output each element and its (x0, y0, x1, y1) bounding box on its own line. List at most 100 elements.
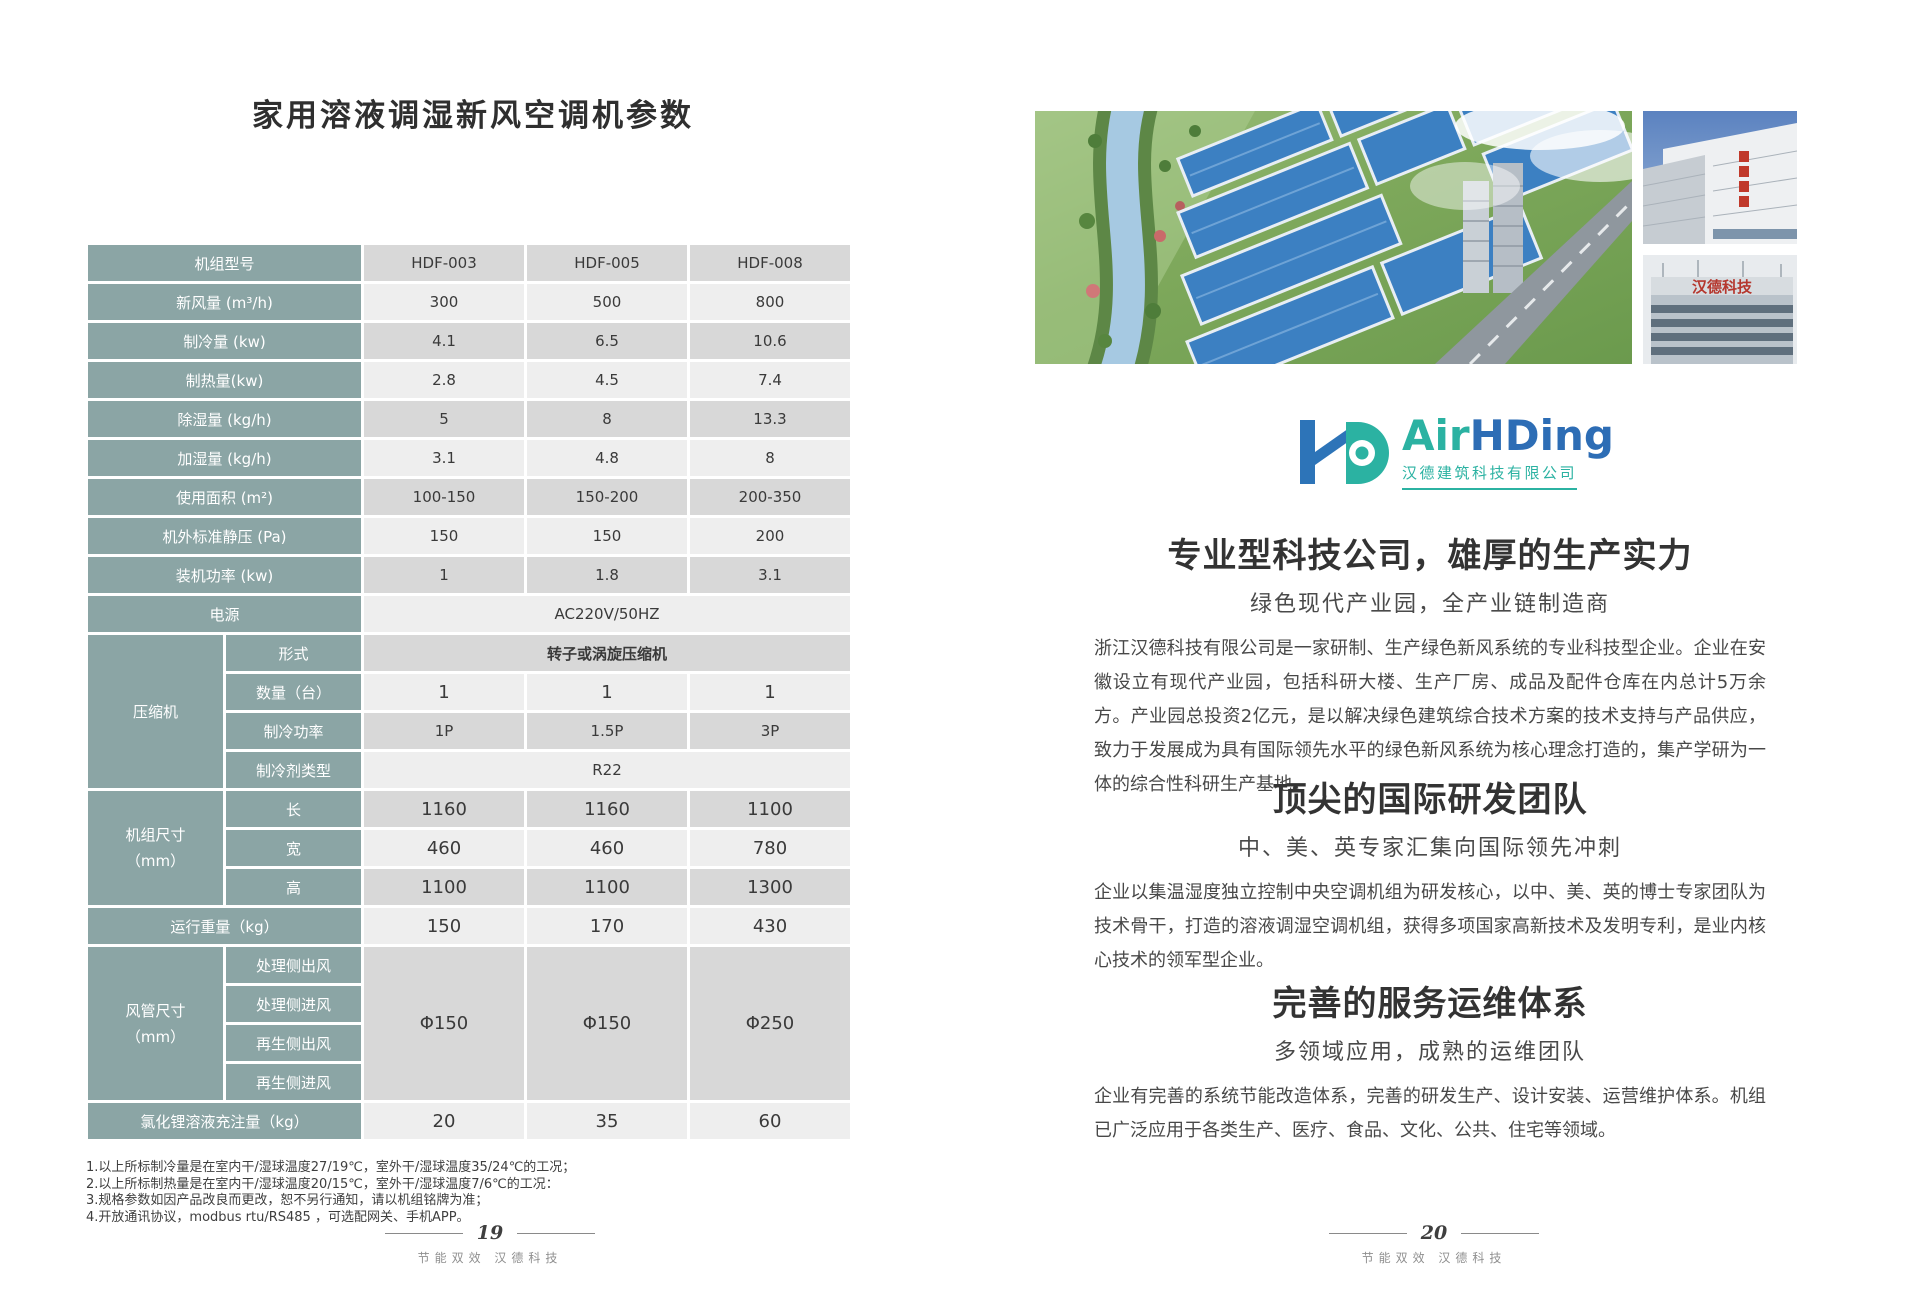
brand-name: AirHDing (1402, 414, 1614, 458)
cell-value: 4.5 (527, 362, 687, 398)
cell-value: 1 (527, 674, 687, 710)
cell-value: 170 (527, 908, 687, 944)
table-row: 宽 460 460 780 (88, 830, 850, 866)
row-label: 数量（台） (226, 674, 361, 710)
row-label: 制热量(kw) (88, 362, 361, 398)
factory-building-illustration (1643, 111, 1797, 244)
cell-value: 1.8 (527, 557, 687, 593)
cell-value: 200-350 (690, 479, 850, 515)
factory-building-image (1643, 111, 1797, 244)
table-row: 风管尺寸 （mm） 处理侧出风 Φ150 Φ150 Φ250 (88, 947, 850, 1100)
section-subheading: 绿色现代产业园，全产业链制造商 (1249, 592, 1610, 617)
table-row: 高 1100 1100 1300 (88, 869, 850, 905)
section-heading: 顶尖的国际研发团队 (1272, 780, 1588, 820)
table-row: 机组尺寸 （mm）长 1160 1160 1100 (88, 791, 850, 905)
table-row: 装机功率 (kw) 1 1.8 3.1 (88, 557, 850, 593)
table-row: 氯化锂溶液充注量（kg） 20 35 60 (88, 1103, 850, 1139)
footnotes: 1.以上所标制冷量是在室内干/湿球温度27/19℃，室外干/湿球温度35/24℃… (86, 1160, 666, 1226)
table-row: 机组型号 HDF-003 HDF-005 HDF-008 (88, 245, 850, 281)
cell-value: R22 (364, 752, 850, 788)
row-group-label: 机组尺寸 （mm） (88, 791, 223, 905)
cell-value: 7.4 (690, 362, 850, 398)
cell-value: 20 (364, 1103, 524, 1139)
cell-value: 4.1 (364, 323, 524, 359)
row-label: 电源 (88, 596, 361, 632)
table-row: 制冷剂类型 R22 (88, 752, 850, 788)
section-heading: 完善的服务运维体系 (1272, 984, 1588, 1024)
cell-value: 1.5P (527, 713, 687, 749)
cell-value: 1160 (527, 791, 687, 827)
table-row: 再生侧出风 (88, 1025, 850, 1061)
industrial-park-aerial-image (1035, 111, 1632, 364)
page-title: 家用溶液调湿新风空调机参数 (252, 98, 694, 134)
section-service-system: 完善的服务运维体系 多领域应用，成熟的运维团队 企业有完善的系统节能改造体系，完… (1094, 976, 1766, 1148)
cell-value: 800 (690, 284, 850, 320)
road (1435, 181, 1632, 364)
cell-value: 1100 (690, 791, 850, 827)
aerial-illustration (1035, 111, 1632, 364)
office-building-illustration: 汉德科技 (1643, 255, 1797, 364)
row-label: 制冷剂类型 (226, 752, 361, 788)
hd-monogram-icon (1300, 420, 1389, 484)
cell-value: 1 (364, 557, 524, 593)
row-label: 氯化锂溶液充注量（kg） (88, 1103, 361, 1139)
row-label: 使用面积 (m²) (88, 479, 361, 515)
cell-value: 2.8 (364, 362, 524, 398)
cell-value: HDF-005 (527, 245, 687, 281)
cell-value: HDF-008 (690, 245, 850, 281)
cell-value: 10.6 (690, 323, 850, 359)
row-group-label: 风管尺寸 （mm） (88, 947, 223, 1100)
section-subheading: 多领域应用，成熟的运维团队 (1273, 1040, 1586, 1065)
cell-value: 13.3 (690, 401, 850, 437)
cell-value: 35 (527, 1103, 687, 1139)
cell-value: Φ250 (690, 947, 850, 1100)
cell-value: 1300 (690, 869, 850, 905)
table-row: 使用面积 (m²) 100-150 150-200 200-350 (88, 479, 850, 515)
cell-value: 1P (364, 713, 524, 749)
row-group-label: 压缩机 (88, 635, 223, 788)
row-label: 加湿量 (kg/h) (88, 440, 361, 476)
row-label: 机组型号 (88, 245, 361, 281)
row-label: 机外标准静压 (Pa) (88, 518, 361, 554)
table-row: 处理侧进风 (88, 986, 850, 1022)
row-label: 制冷量 (kw) (88, 323, 361, 359)
cell-value: 1100 (527, 869, 687, 905)
footer-tagline: 节能双效 汉德科技 (1361, 1251, 1507, 1265)
cell-value: Φ150 (364, 947, 524, 1100)
footer-rule-right (1461, 1232, 1540, 1234)
table-row: 机外标准静压 (Pa) 150 150 200 (88, 518, 850, 554)
section-body: 企业有完善的系统节能改造体系，完善的研发生产、设计安装、运营维护体系。机组已广泛… (1094, 1086, 1766, 1141)
row-label: 运行重量（kg） (88, 908, 361, 944)
row-label: 形式 (226, 635, 361, 671)
cell-value: 转子或涡旋压缩机 (364, 635, 850, 671)
row-label: 长 (226, 791, 361, 827)
company-logo: AirHDing 汉德建筑科技有限公司 (1288, 406, 1614, 498)
company-name: 汉德建筑科技有限公司 (1402, 462, 1578, 490)
footer-rule-left (384, 1232, 463, 1234)
table-row: 运行重量（kg） 150 170 430 (88, 908, 850, 944)
cell-value: 150-200 (527, 479, 687, 515)
row-label: 再生侧进风 (226, 1064, 361, 1100)
rooftop-sign-text: 汉德科技 (1692, 278, 1753, 296)
cell-value: 8 (527, 401, 687, 437)
cell-value: 1160 (364, 791, 524, 827)
cell-value: 1 (364, 674, 524, 710)
section-production-strength: 专业型科技公司，雄厚的生产实力 绿色现代产业园，全产业链制造商 浙江汉德科技有限… (1094, 528, 1766, 802)
brand-hding: HDing (1469, 411, 1614, 460)
row-label: 处理侧出风 (226, 947, 361, 983)
page-number: 19 (476, 1222, 504, 1244)
cell-value: 60 (690, 1103, 850, 1139)
page-footer-right: 20 节能双效 汉德科技 (1274, 1222, 1594, 1266)
table-row: 除湿量 (kg/h) 5 8 13.3 (88, 401, 850, 437)
trees (1079, 125, 1225, 348)
cell-value: 500 (527, 284, 687, 320)
footer-rule-right (517, 1232, 596, 1234)
cell-value: 200 (690, 518, 850, 554)
cell-value: AC220V/50HZ (364, 596, 850, 632)
row-label: 装机功率 (kw) (88, 557, 361, 593)
footnote-1: 1.以上所标制冷量是在室内干/湿球温度27/19℃，室外干/湿球温度35/24℃… (86, 1160, 576, 1175)
row-label: 新风量 (m³/h) (88, 284, 361, 320)
table-row: 制冷量 (kw) 4.1 6.5 10.6 (88, 323, 850, 359)
cell-value: Φ150 (527, 947, 687, 1100)
